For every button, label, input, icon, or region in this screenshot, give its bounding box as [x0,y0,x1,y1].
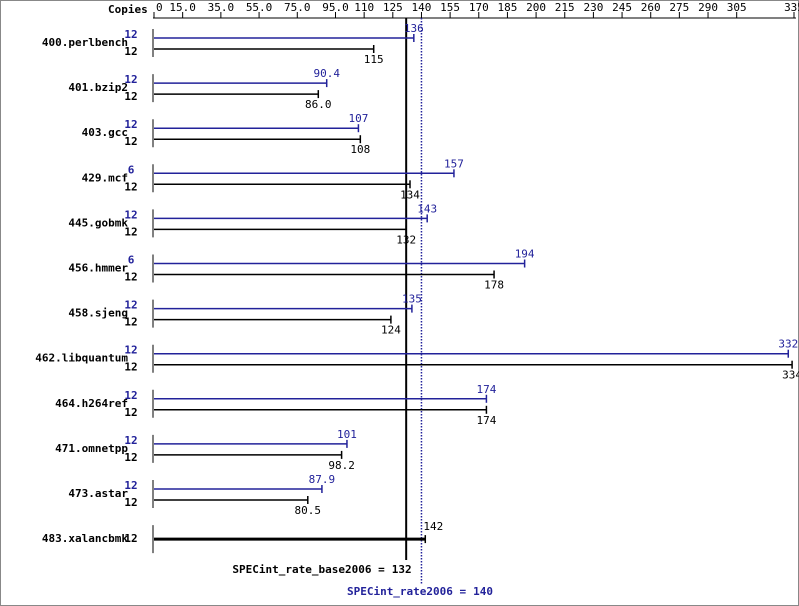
value-label: 157 [444,157,464,170]
copies-label: 12 [124,90,137,103]
value-label: 143 [417,202,437,215]
value-label: 108 [350,143,370,156]
copies-label: 6 [128,254,135,267]
x-tick-label: 215 [555,1,575,14]
benchmark-name: 471.omnetpp [55,442,128,455]
value-label: 174 [476,414,496,427]
value-label: 332 [778,338,798,351]
copies-label: 12 [124,225,137,238]
x-tick-label: 140 [412,1,432,14]
copies-label: 12 [124,135,137,148]
copies-label: 12 [124,496,137,509]
copies-label: 12 [124,479,137,492]
value-label: 115 [364,53,384,66]
benchmark-name: 403.gcc [82,126,128,139]
x-tick-label: 55.0 [246,1,273,14]
benchmark-name: 456.hmmer [68,262,128,275]
copies-label: 12 [124,406,137,419]
benchmark-name: 401.bzip2 [68,81,128,94]
value-label: 98.2 [328,459,355,472]
reference-label-text: SPECint_rate2006 = [347,585,467,598]
value-label: 86.0 [305,98,332,111]
x-tick-label: 230 [583,1,603,14]
x-tick-label: 15.0 [169,1,196,14]
reference-label: SPECint_rate_base2006 = 132 [232,563,411,576]
x-tick-label: 110 [354,1,374,14]
x-tick-label: 260 [641,1,661,14]
value-label: 194 [515,248,535,261]
x-tick-label: 185 [497,1,517,14]
benchmark-name: 462.libquantum [35,352,128,365]
value-label: 90.4 [313,67,340,80]
copies-label: 12 [124,118,137,131]
value-label: 135 [402,293,422,306]
copies-label: 12 [124,28,137,41]
x-tick-label: 95.0 [322,1,349,14]
copies-label: 12 [124,180,137,193]
x-axis-label: Copies [108,3,148,16]
value-label: 124 [381,324,401,337]
benchmark-name: 400.perlbench [42,36,128,49]
value-label: 334 [782,369,799,382]
value-label: 132 [396,233,416,246]
x-tick-label: 0 [156,1,163,14]
copies-label: 12 [124,299,137,312]
benchmark-name: 483.xalancbmk [42,532,128,545]
x-tick-label: 245 [612,1,632,14]
benchmark-name: 458.sjeng [68,307,128,320]
x-tick-label: 290 [698,1,718,14]
x-tick-label: 170 [469,1,489,14]
x-tick-label: 335 [784,1,799,14]
x-tick-label: 200 [526,1,546,14]
value-label: 107 [348,112,368,125]
benchmark-name: 464.h264ref [55,397,128,410]
copies-label: 12 [124,45,137,58]
value-label: 87.9 [309,473,336,486]
benchmark-name: 445.gobmk [68,216,128,229]
copies-label: 12 [124,73,137,86]
copies-label: 12 [124,361,137,374]
reference-label-text: SPECint_rate_base2006 = [232,563,385,576]
copies-label: 12 [124,434,137,447]
x-tick-label: 305 [727,1,747,14]
copies-label: 6 [128,163,135,176]
reference-label-value: 132 [392,563,412,576]
benchmark-name: 429.mcf [82,171,128,184]
copies-label: 12 [124,316,137,329]
value-label: 80.5 [295,504,322,517]
x-tick-label: 75.0 [284,1,311,14]
copies-label: 12 [124,389,137,402]
value-label: 142 [423,520,443,533]
value-label: 134 [400,188,420,201]
value-label: 136 [404,22,424,35]
x-tick-label: 125 [383,1,403,14]
x-tick-label: 155 [440,1,460,14]
x-tick-label: 35.0 [208,1,235,14]
value-label: 101 [337,428,357,441]
reference-label: SPECint_rate2006 = 140 [347,585,493,598]
copies-label: 12 [124,271,137,284]
copies-label: 12 [124,208,137,221]
copies-label: 12 [124,451,137,464]
copies-label: 12 [124,344,137,357]
value-label: 178 [484,279,504,292]
x-tick-label: 275 [669,1,689,14]
value-label: 174 [476,383,496,396]
copies-label: 12 [124,532,137,545]
reference-label-value: 140 [473,585,493,598]
benchmark-name: 473.astar [68,487,128,500]
